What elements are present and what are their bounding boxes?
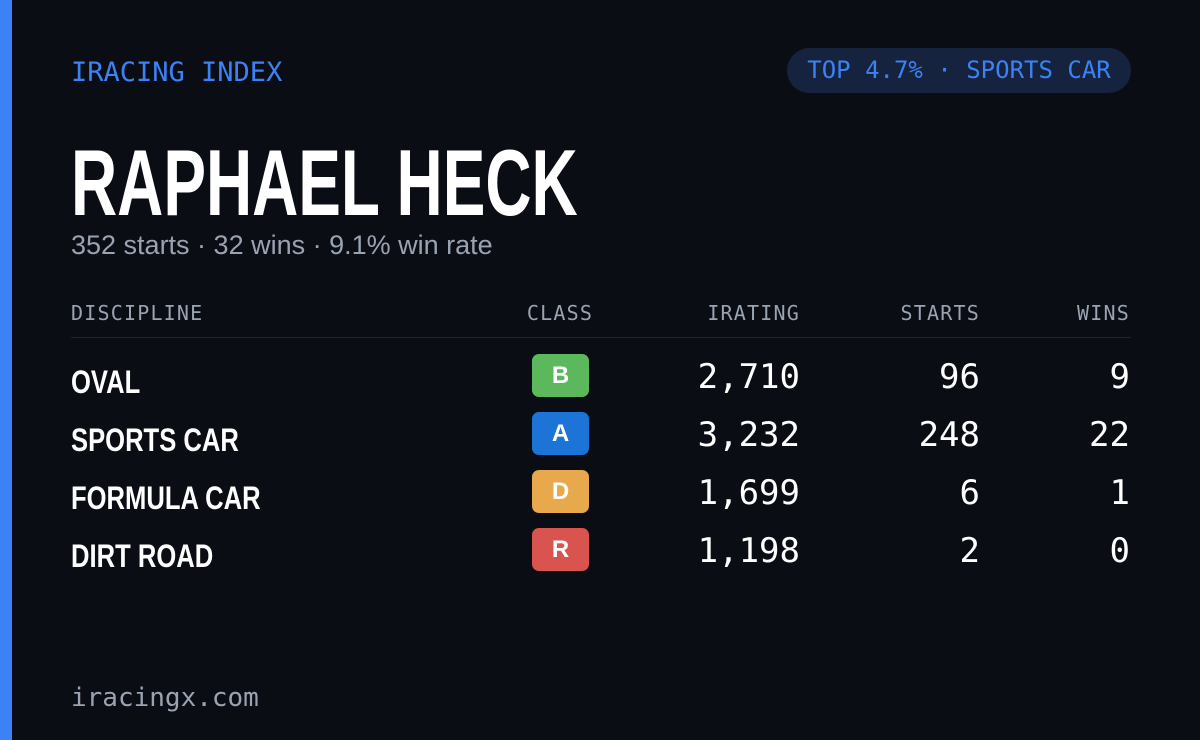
discipline: SPORTS CAR xyxy=(71,422,239,458)
accent-bar xyxy=(0,0,12,740)
class-badge: B xyxy=(532,354,589,397)
discipline: FORMULA CAR xyxy=(71,480,261,516)
player-summary: 352 starts · 32 wins · 9.1% win rate xyxy=(71,230,493,260)
starts: 96 xyxy=(939,357,980,397)
irating: 2,710 xyxy=(697,357,800,397)
column-header: CLASS xyxy=(526,301,594,325)
table-divider xyxy=(71,337,1131,338)
player-name: RAPHAEL HECK xyxy=(71,130,578,235)
column-header: DISCIPLINE xyxy=(71,301,204,325)
column-header: WINS xyxy=(1077,301,1130,325)
irating: 1,699 xyxy=(697,473,800,513)
wins: 9 xyxy=(1109,357,1130,397)
starts: 6 xyxy=(959,473,980,513)
irating: 3,232 xyxy=(697,415,800,455)
starts: 2 xyxy=(959,531,980,571)
discipline: OVAL xyxy=(71,364,141,400)
column-header: STARTS xyxy=(900,301,980,325)
footer: iracingx.com xyxy=(71,683,259,713)
class-badge: D xyxy=(532,470,589,513)
irating: 1,198 xyxy=(697,531,800,571)
class-badge: A xyxy=(532,412,589,455)
header-title: IRACING INDEX xyxy=(71,57,283,88)
rank-badge: TOP 4.7% · SPORTS CAR xyxy=(787,48,1131,93)
class-badge: R xyxy=(532,528,589,571)
wins: 1 xyxy=(1109,473,1130,513)
starts: 248 xyxy=(918,415,980,455)
wins: 22 xyxy=(1089,415,1130,455)
discipline: DIRT ROAD xyxy=(71,538,214,574)
wins: 0 xyxy=(1109,531,1130,571)
column-header: IRATING xyxy=(707,301,800,325)
